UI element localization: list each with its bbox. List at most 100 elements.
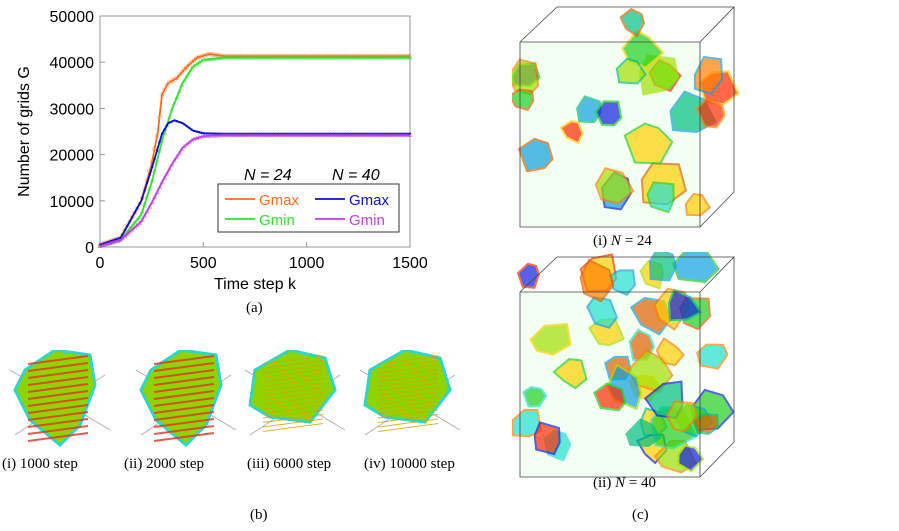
grain-cell [619, 7, 646, 38]
legend-group-n40: N = 40 [332, 167, 380, 184]
data-point [313, 54, 319, 60]
data-point [150, 165, 154, 169]
data-point [380, 54, 386, 60]
y-axis-label: Number of grids G [16, 66, 33, 197]
data-point [395, 54, 401, 60]
data-point [166, 114, 172, 120]
data-point [340, 54, 346, 60]
grain-stripe [153, 411, 215, 421]
data-point [343, 132, 349, 137]
grain-cell [559, 120, 584, 145]
data-point [397, 54, 403, 60]
grain-stripe [377, 369, 439, 378]
grain-stripe [27, 390, 89, 400]
grain-stripe [262, 414, 324, 423]
data-point [283, 132, 289, 137]
data-point [370, 54, 376, 60]
data-point [159, 179, 165, 185]
data-point [308, 54, 314, 60]
data-point [268, 132, 274, 137]
data-point [129, 227, 135, 232]
data-point [132, 210, 138, 215]
data-point [325, 132, 331, 137]
caption-b-ii: (ii) 2000 step [124, 456, 204, 472]
data-point [246, 132, 252, 137]
data-point [407, 132, 413, 137]
grain-stripe [262, 364, 324, 374]
data-point [390, 132, 396, 137]
data-point [367, 54, 373, 60]
data-point [288, 54, 294, 60]
grain-stripe [377, 355, 439, 365]
data-point [281, 132, 287, 137]
grain-cell [693, 55, 724, 95]
grain-cube-n24 [512, 6, 740, 228]
data-point [131, 215, 134, 219]
data-point [402, 54, 408, 60]
data-point [139, 217, 145, 222]
cube-edges [519, 256, 735, 478]
data-point [395, 132, 401, 137]
data-point [271, 54, 277, 60]
x-tick-label: 0 [96, 255, 105, 272]
grain-stripe [262, 360, 324, 369]
grain-cell [677, 444, 705, 473]
data-point [362, 132, 368, 137]
data-point [236, 54, 242, 60]
grain-stripe [377, 378, 439, 387]
data-point [251, 132, 257, 137]
x-tick-label: 1000 [289, 255, 325, 272]
data-point [318, 132, 324, 137]
data-point [179, 70, 185, 75]
data-point [176, 150, 182, 155]
grain-stripe [262, 418, 324, 428]
data-point [278, 132, 284, 137]
data-point [179, 82, 185, 87]
data-point [176, 88, 182, 93]
data-point [308, 132, 314, 137]
grain-cell [517, 137, 554, 173]
data-point [392, 54, 398, 60]
data-point [183, 123, 186, 126]
data-point [179, 146, 185, 151]
data-point [251, 54, 257, 60]
grain-stripe [27, 432, 89, 442]
data-point [226, 54, 232, 60]
legend-label: Gmin [259, 212, 295, 229]
data-point [163, 128, 166, 131]
grain-cell [665, 400, 698, 433]
data-point [377, 54, 383, 60]
grain-cell [593, 382, 627, 412]
grain-cell [576, 95, 602, 124]
data-point [159, 92, 165, 97]
grain-cell [512, 58, 540, 96]
grain-stripe [262, 400, 324, 410]
grain-stripe [262, 378, 324, 387]
grain-stripe [377, 391, 439, 401]
data-point [248, 54, 254, 60]
grain-stripe [27, 383, 89, 393]
grain-stripe [377, 360, 439, 369]
data-point [345, 132, 351, 137]
data-point [154, 158, 160, 163]
grain-stripe [262, 373, 324, 383]
data-point [392, 132, 398, 137]
data-point [258, 54, 264, 60]
data-point [209, 133, 215, 138]
data-point [148, 173, 151, 177]
grain-stripe [153, 432, 215, 442]
data-point [355, 54, 361, 60]
data-point [268, 54, 274, 60]
data-point [345, 54, 351, 60]
data-point [152, 146, 157, 152]
data-point [199, 53, 204, 59]
data-point [382, 132, 388, 137]
data-point [266, 132, 272, 137]
data-point [161, 175, 167, 180]
data-point [315, 132, 321, 137]
data-point [385, 54, 391, 60]
data-point [189, 66, 195, 71]
data-point [228, 132, 234, 137]
grain-stripe [262, 387, 324, 396]
x-tick-label: 500 [190, 255, 217, 272]
